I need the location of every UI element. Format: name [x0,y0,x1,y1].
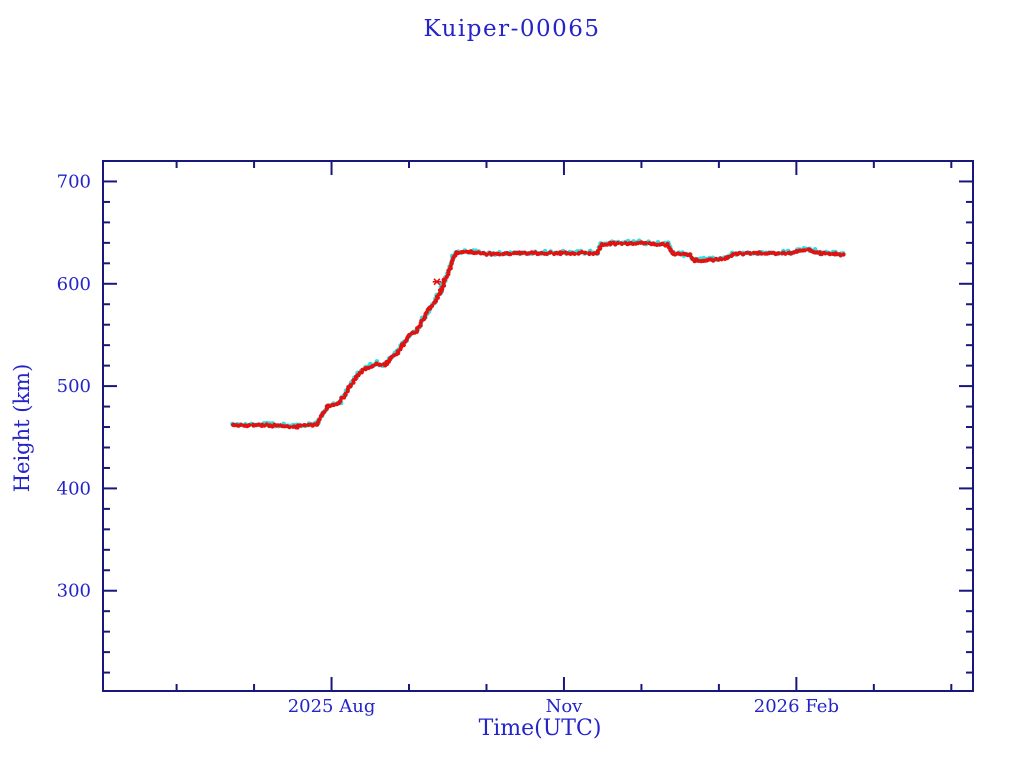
series-predicted [230,238,846,430]
x-tick-label: 2026 Feb [754,696,839,717]
chart-title: Kuiper-00065 [423,16,601,42]
y-tick-label: 600 [57,274,91,295]
y-tick-label: 400 [57,478,91,499]
tick-labels: 2025 Aug Nov 2026 Feb 300 400 500 600 700 [57,171,839,717]
x-axis-title: Time(UTC) [478,716,602,741]
x-tick-label: Nov [546,696,584,717]
y-tick-label: 700 [57,171,91,192]
y-tick-label: 300 [57,581,91,602]
y-tick-label: 500 [57,376,91,397]
plot-box [102,160,974,692]
x-tick-label: 2025 Aug [288,696,376,717]
series-observed [231,240,846,430]
outlier-marker [432,278,442,286]
axis-ticks [103,161,973,691]
